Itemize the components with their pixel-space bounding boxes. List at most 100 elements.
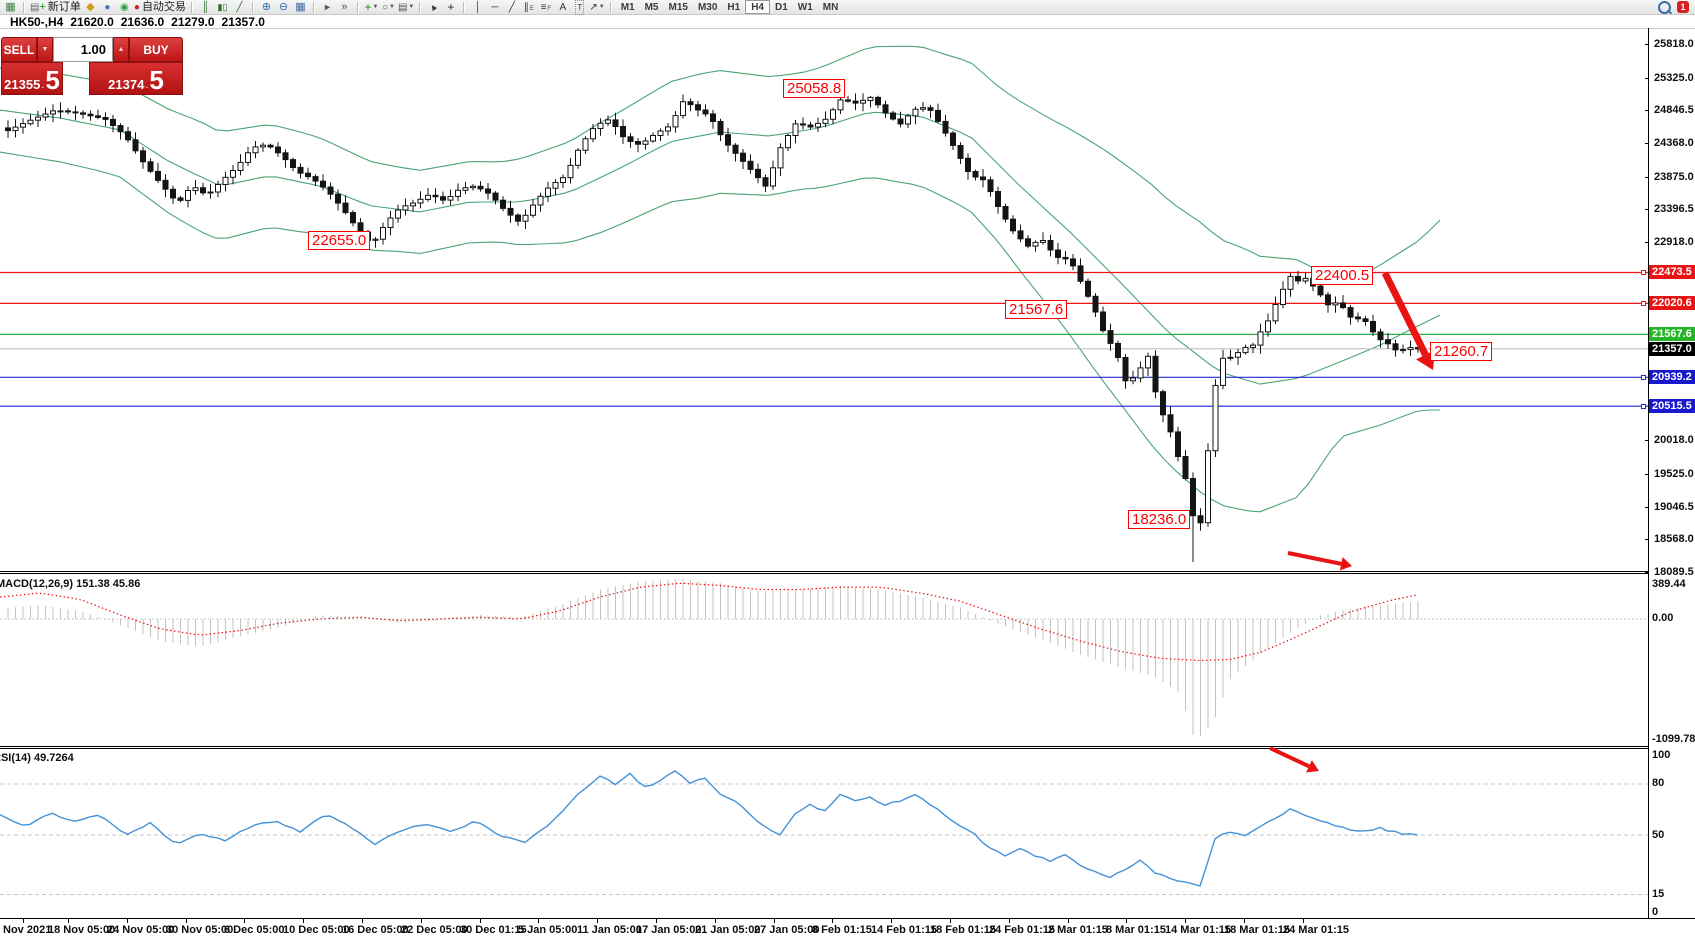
price-annotation[interactable]: 21260.7 bbox=[1430, 342, 1493, 361]
indicators-icon[interactable]: + ▼ bbox=[364, 0, 379, 14]
templates-icon[interactable]: ▤ ▼ bbox=[397, 1, 415, 13]
price-tick-mark bbox=[1645, 474, 1649, 475]
price-tick-mark bbox=[1645, 507, 1649, 508]
time-axis-label: 6 Dec 05:00 bbox=[224, 924, 285, 936]
timeframe-h4[interactable]: H4 bbox=[745, 0, 770, 14]
notifications-icon[interactable]: 1 bbox=[1677, 1, 1689, 13]
price-tick-label: 25325.0 bbox=[1654, 72, 1694, 84]
time-axis-label: 18 Nov 05:00 bbox=[48, 924, 116, 936]
chart-shift-icon[interactable]: » bbox=[341, 0, 348, 13]
sell-price-decimal: 5 bbox=[45, 65, 60, 95]
time-axis-border bbox=[0, 918, 1695, 919]
timeframe-w1[interactable]: W1 bbox=[797, 1, 813, 13]
autotrading-button[interactable]: ● 自动交易 bbox=[133, 0, 186, 13]
time-tick-mark bbox=[597, 919, 598, 923]
time-axis-label: 30 Nov 05:00 bbox=[166, 924, 234, 936]
signals-icon[interactable]: ◉ bbox=[120, 1, 129, 13]
toolbar-separator bbox=[23, 1, 25, 13]
price-chart-canvas[interactable] bbox=[0, 28, 1648, 571]
toolbar-separator bbox=[312, 1, 315, 13]
rsi-scale-0: 0 bbox=[1652, 906, 1659, 918]
toolbar-separator bbox=[463, 1, 466, 13]
timeframe-d1[interactable]: D1 bbox=[775, 1, 788, 13]
price-annotation[interactable]: 25058.8 bbox=[783, 79, 846, 98]
volume-decrease-button[interactable]: ▼ bbox=[37, 37, 53, 62]
level-end-marker[interactable] bbox=[1641, 270, 1646, 275]
separator-macd-rsi-2 bbox=[0, 748, 1648, 749]
timeframe-m15[interactable]: M15 bbox=[668, 1, 688, 13]
timeframe-m5[interactable]: M5 bbox=[644, 1, 659, 13]
fibonacci-icon[interactable]: ≡ F bbox=[540, 1, 552, 13]
sell-price-display[interactable]: 21355. 5 bbox=[1, 62, 63, 95]
tile-windows-icon[interactable]: ▦ bbox=[295, 0, 306, 13]
buy-button[interactable]: BUY bbox=[129, 37, 183, 62]
price-annotation[interactable]: 21567.6 bbox=[1005, 300, 1068, 319]
text-icon[interactable]: A bbox=[559, 1, 567, 13]
macd-canvas[interactable] bbox=[0, 574, 1648, 746]
level-end-marker[interactable] bbox=[1641, 404, 1646, 409]
price-annotation[interactable]: 22400.5 bbox=[1311, 266, 1374, 285]
price-tick-label: 23875.0 bbox=[1654, 171, 1694, 183]
vertical-line-icon[interactable]: │ bbox=[474, 1, 481, 13]
timeframe-m1[interactable]: M1 bbox=[620, 1, 635, 13]
volume-increase-button[interactable]: ▲ bbox=[113, 37, 129, 62]
time-tick-mark bbox=[480, 919, 481, 923]
periods-icon[interactable]: ○ ▼ bbox=[381, 1, 395, 13]
timeframe-m30[interactable]: M30 bbox=[697, 1, 718, 13]
price-tick-mark bbox=[1645, 110, 1649, 111]
equidistant-channel-icon[interactable]: ∥ E bbox=[523, 1, 534, 13]
price-annotation[interactable]: 22655.0 bbox=[308, 231, 371, 250]
time-tick-mark bbox=[1303, 919, 1304, 923]
level-end-marker[interactable] bbox=[1641, 375, 1646, 380]
zoom-in-icon[interactable]: ⊕ bbox=[261, 0, 272, 13]
time-axis-label: 30 Dec 01:15 bbox=[460, 924, 527, 936]
time-tick-mark bbox=[1126, 919, 1127, 923]
buy-price-main: 21374 bbox=[108, 77, 145, 92]
sell-button[interactable]: SELL bbox=[1, 37, 37, 62]
price-annotation[interactable]: 18236.0 bbox=[1128, 510, 1191, 529]
time-axis-label: 24 Mar 01:15 bbox=[1283, 924, 1350, 936]
time-tick-mark bbox=[1185, 919, 1186, 923]
new-order-button[interactable]: ▤ + 新订单 bbox=[30, 0, 81, 13]
candlestick-chart-icon[interactable]: ▮ ▯ bbox=[217, 1, 228, 12]
horizontal-line-icon[interactable]: ─ bbox=[491, 1, 499, 13]
level-end-marker[interactable] bbox=[1641, 301, 1646, 306]
symbol-period-label: HK50-,H4 bbox=[10, 15, 64, 29]
separator-main-macd[interactable] bbox=[0, 571, 1648, 572]
macd-scale-min: -1099.78 bbox=[1652, 733, 1695, 745]
price-level-label: 21567.6 bbox=[1649, 327, 1695, 341]
toolbar-separator bbox=[251, 1, 254, 13]
search-icon[interactable] bbox=[1658, 0, 1671, 14]
time-axis-label: 14 Feb 01:15 bbox=[871, 924, 938, 936]
rsi-canvas[interactable] bbox=[0, 749, 1648, 918]
profile-icon[interactable]: ◆ bbox=[86, 0, 95, 13]
time-axis-label: 10 Dec 05:00 bbox=[283, 924, 350, 936]
price-level-label: 20515.5 bbox=[1649, 399, 1695, 413]
crosshair-icon[interactable]: + bbox=[447, 0, 455, 14]
line-chart-icon[interactable]: ╱ bbox=[236, 1, 243, 13]
community-icon[interactable]: ● bbox=[104, 1, 111, 13]
time-axis-label: 2 Mar 01:15 bbox=[1048, 924, 1108, 936]
buy-price-display[interactable]: 21374. 5 bbox=[89, 62, 183, 95]
volume-input[interactable]: 1.00 bbox=[53, 37, 113, 62]
label-icon[interactable]: T bbox=[571, 0, 588, 15]
chart-ohlc-title: HK50-,H4 21620.0 21636.0 21279.0 21357.0 bbox=[10, 15, 272, 29]
separator-macd-rsi[interactable] bbox=[0, 746, 1648, 747]
bar-chart-icon[interactable]: ║ bbox=[201, 1, 209, 13]
price-tick-label: 22918.0 bbox=[1654, 236, 1694, 248]
spread-gap bbox=[63, 62, 89, 95]
timeframe-h1[interactable]: H1 bbox=[727, 1, 741, 13]
price-axis-border bbox=[1648, 28, 1649, 918]
auto-scroll-icon[interactable]: ► bbox=[322, 1, 332, 12]
timeframe-mn[interactable]: MN bbox=[822, 1, 839, 13]
trendline-icon[interactable]: ╱ bbox=[508, 1, 515, 13]
zoom-out-icon[interactable]: ⊖ bbox=[278, 0, 289, 13]
time-axis-label: 8 Feb 01:15 bbox=[812, 924, 872, 936]
price-chart-svg bbox=[0, 45, 1648, 562]
price-tick-mark bbox=[1645, 440, 1649, 441]
time-tick-mark bbox=[68, 919, 69, 923]
arrows-icon[interactable]: ↗ ▼ bbox=[589, 1, 605, 13]
cursor-icon[interactable]: ▲ bbox=[427, 0, 441, 14]
rsi-scale-50: 50 bbox=[1652, 829, 1665, 841]
